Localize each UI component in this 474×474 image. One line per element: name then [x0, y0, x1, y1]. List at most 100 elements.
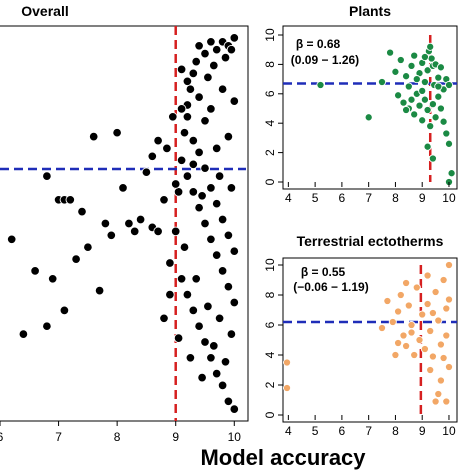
ov-point	[42, 321, 52, 331]
ov-point	[206, 353, 216, 363]
ov-point	[129, 226, 140, 237]
ov-point	[226, 44, 237, 55]
ov-point	[197, 191, 207, 201]
pl-point	[399, 98, 408, 107]
ov-point	[229, 246, 240, 256]
ov-point	[77, 206, 87, 217]
ov-point	[211, 143, 222, 154]
pl-point	[436, 63, 445, 72]
pl-x-tick-label: 10	[442, 191, 456, 205]
pl-point	[426, 42, 435, 51]
ov-x-tick-label: 8	[114, 430, 121, 444]
ov-point	[223, 131, 234, 142]
ov-point	[182, 289, 193, 300]
ov-point	[206, 234, 216, 245]
ec-point	[442, 331, 451, 340]
ov-point	[197, 372, 207, 383]
ec-point	[388, 317, 397, 327]
ov-point	[220, 357, 231, 367]
pl-point	[415, 101, 424, 110]
pl-point	[434, 73, 443, 82]
ov-point	[211, 368, 222, 379]
ov-point	[141, 167, 152, 177]
ov-point	[124, 218, 134, 229]
ov-point	[65, 195, 76, 205]
ov-point	[209, 341, 219, 351]
ov-point	[42, 171, 52, 181]
ov-point	[176, 155, 187, 166]
ov-point	[188, 68, 199, 79]
ov-point	[88, 131, 99, 142]
ectotherms-panel: Terrestrial ectotherms 4 5 6 7 8 9 10 0246810 …	[263, 233, 458, 438]
ov-point	[6, 234, 17, 245]
pl-y-tick-label: 0	[263, 178, 277, 185]
ov-point	[217, 84, 228, 94]
ectotherms-y-ticks: 0 2 4 6 8 10	[263, 258, 283, 418]
ec-point	[282, 383, 292, 393]
ov-point	[188, 135, 199, 146]
ov-point	[147, 151, 158, 162]
ec-point	[391, 350, 400, 360]
ec-point	[282, 358, 292, 367]
ec-point	[439, 353, 448, 363]
ov-point	[229, 33, 240, 43]
ec-x-tick-label: 10	[442, 424, 456, 438]
ov-point	[206, 104, 216, 114]
pl-point	[410, 110, 419, 119]
ov-point	[185, 353, 196, 363]
ov-point	[223, 396, 234, 407]
pl-point	[423, 105, 432, 115]
ov-point	[203, 301, 213, 312]
ov-point	[179, 242, 190, 252]
ov-point	[135, 214, 146, 225]
ov-point	[165, 258, 175, 268]
overall-points	[6, 33, 240, 414]
pl-y-tick-label: 10	[263, 28, 277, 42]
ec-point	[444, 295, 454, 304]
ov-point	[100, 218, 111, 229]
ov-point	[173, 187, 184, 197]
ec-point	[442, 397, 451, 406]
pl-point	[434, 92, 443, 101]
ec-y-tick-label: 6	[263, 321, 277, 328]
pl-x-tick-label: 6	[339, 191, 346, 205]
overall-title: Overall	[21, 3, 68, 19]
ov-point	[153, 135, 163, 146]
pl-point	[407, 61, 416, 70]
ov-point	[211, 198, 222, 209]
pl-point	[402, 72, 411, 81]
ov-point	[188, 187, 199, 197]
ec-y-tick-label: 8	[263, 291, 277, 298]
ec-point	[418, 310, 427, 319]
plants-points	[316, 42, 456, 187]
ov-point	[170, 226, 181, 237]
pl-y-tick-label: 6	[263, 90, 277, 97]
ec-point	[431, 397, 440, 406]
ov-point	[226, 183, 237, 193]
plants-title: Plants	[349, 3, 391, 19]
pl-x-tick-label: 7	[365, 191, 372, 205]
ec-point	[399, 331, 408, 340]
pl-point	[391, 67, 400, 76]
ov-point	[194, 202, 204, 213]
ec-point	[383, 296, 392, 306]
ov-point	[209, 60, 219, 71]
ov-point	[229, 404, 240, 414]
ov-point	[229, 297, 240, 308]
overall-plot-area	[0, 25, 249, 422]
ov-point	[217, 214, 228, 225]
ov-point	[223, 230, 234, 241]
ec-point	[394, 338, 403, 348]
pl-point	[439, 117, 448, 126]
ec-y-tick-label: 10	[263, 258, 277, 272]
pl-point	[423, 66, 432, 75]
ov-point	[188, 159, 199, 170]
ov-point	[106, 230, 117, 241]
ov-point	[185, 84, 196, 94]
ov-x-tick-label: 7	[55, 430, 62, 444]
pl-point	[407, 95, 416, 104]
ov-x-tick-label: 6	[0, 430, 4, 444]
ov-point	[71, 254, 81, 264]
ec-x-tick-label: 6	[339, 424, 346, 438]
